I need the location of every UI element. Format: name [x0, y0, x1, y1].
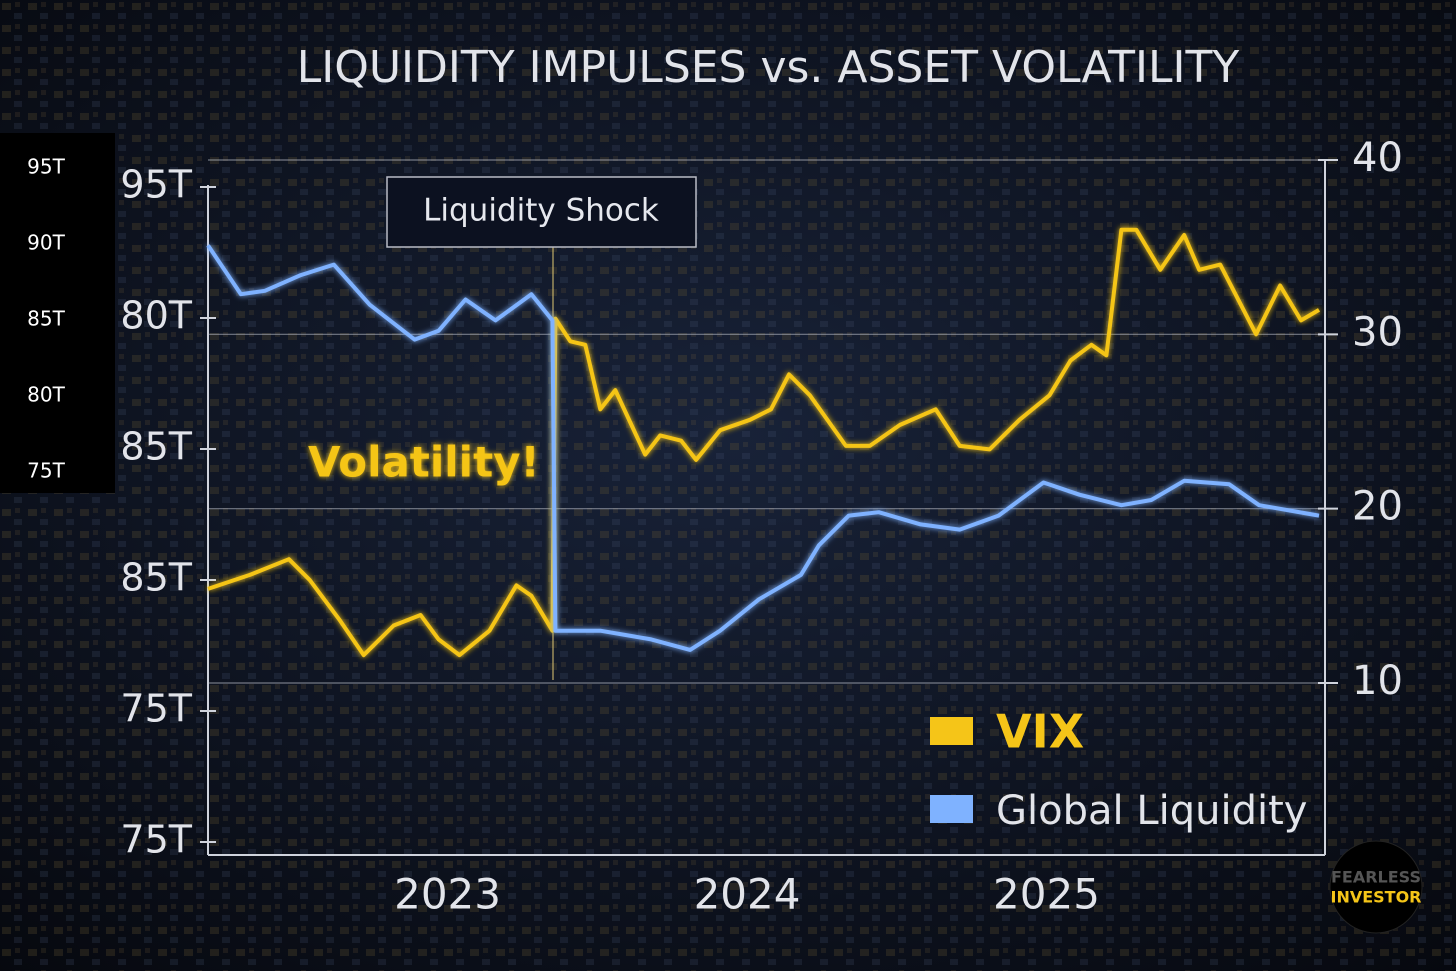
overlay-label: 85T	[27, 307, 65, 331]
legend-label: Global Liquidity	[996, 788, 1307, 834]
chart-title: LIQUIDITY IMPULSES vs. ASSET VOLATILITY	[297, 42, 1240, 93]
logo	[1329, 840, 1423, 934]
series-line	[207, 227, 1321, 658]
volatility-callout: Volatility!	[308, 438, 540, 487]
annotation-text: Liquidity Shock	[423, 193, 659, 229]
y2-tick-label: 30	[1352, 309, 1403, 355]
legend-swatch	[930, 717, 973, 745]
overlay-label: 75T	[27, 459, 65, 483]
y2-tick-label: 20	[1352, 484, 1403, 530]
y2-tick-label: 10	[1352, 658, 1403, 704]
overlay-label: 80T	[27, 383, 65, 407]
overlay-label: 95T	[27, 155, 65, 179]
logo-text: INVESTOR	[1330, 888, 1421, 907]
x-tick-label: 2024	[694, 870, 801, 919]
left-axis-label: 85T	[120, 425, 192, 469]
x-tick-label: 2025	[993, 870, 1100, 919]
overlay-box	[0, 133, 115, 493]
left-axis-label: 85T	[120, 556, 192, 600]
logo-text: FEARLESS	[1331, 868, 1421, 887]
overlay-label: 90T	[27, 231, 65, 255]
legend-swatch	[930, 795, 973, 823]
left-axis-label: 95T	[120, 163, 192, 207]
x-tick-label: 2023	[394, 870, 501, 919]
left-axis-label: 75T	[120, 818, 192, 862]
left-axis-label: 80T	[120, 294, 192, 338]
legend-label: VIX	[996, 705, 1084, 759]
series-line	[206, 244, 1320, 652]
y2-tick-label: 40	[1352, 135, 1403, 181]
left-axis-label: 75T	[120, 687, 192, 731]
annotation-box	[386, 176, 697, 248]
